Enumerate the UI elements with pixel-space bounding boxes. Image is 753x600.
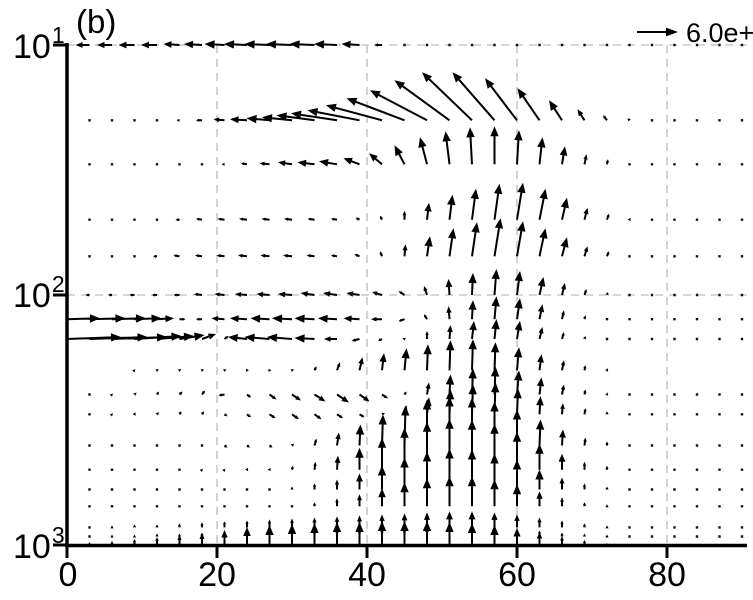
x-tick-label-0: 0 <box>59 556 78 594</box>
y-tick-label-100: 102 <box>13 271 65 315</box>
y-tick-label-10: 101 <box>13 22 65 66</box>
y-tick-labels: 101 102 103 <box>13 22 65 566</box>
x-tick-labels: 0 20 40 60 80 <box>59 556 686 594</box>
gridlines <box>67 44 748 546</box>
x-tick-label-20: 20 <box>198 556 236 594</box>
x-tick-label-40: 40 <box>348 556 386 594</box>
y-tick-label-1000: 103 <box>13 522 65 566</box>
vector-heads <box>63 40 631 546</box>
reference-arrow: 6.0e+ <box>637 18 753 48</box>
tick-marks <box>53 43 669 558</box>
x-tick-label-60: 60 <box>498 556 536 594</box>
grid-dots <box>65 43 744 538</box>
x-tick-label-80: 80 <box>648 556 686 594</box>
reference-arrow-label: 6.0e+ <box>686 18 753 48</box>
vector-field <box>63 40 744 546</box>
panel-label: (b) <box>76 3 116 40</box>
reference-arrow-head <box>666 27 678 37</box>
axes <box>65 43 747 548</box>
vector-shafts <box>64 43 610 545</box>
